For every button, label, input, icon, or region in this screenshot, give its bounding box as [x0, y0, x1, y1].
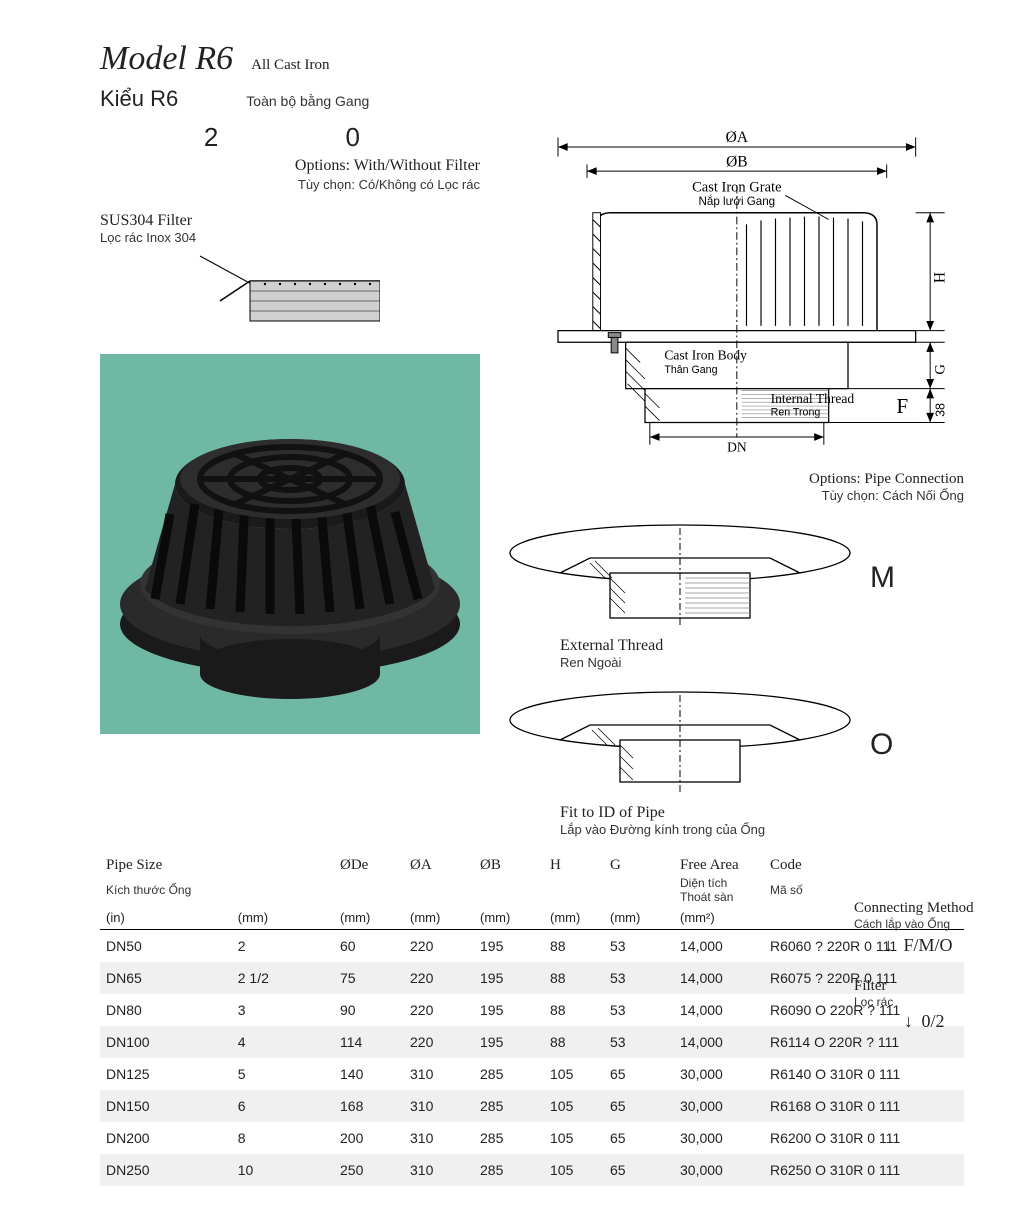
- external-thread-diagram: M External Thread Ren Ngoài: [500, 523, 964, 670]
- zero-two-label: 0/2: [922, 1011, 945, 1031]
- external-thread-caption-vn: Ren Ngoài: [560, 655, 964, 670]
- dim-f-label: F: [896, 394, 908, 418]
- sus-filter-block: SUS304 Filter Lọc rác Inox 304: [100, 212, 480, 336]
- thread-label: Internal Thread: [771, 391, 855, 406]
- arrow-down-icon: ↓: [884, 935, 893, 955]
- top-region: 2 0 Options: With/Without Filter Tùy chọ…: [100, 122, 964, 837]
- external-thread-caption: External Thread: [560, 637, 964, 655]
- dim-g-label: G: [933, 364, 949, 375]
- o-label: O: [870, 728, 893, 762]
- table-row: DN1004114220195885314,000R6114 O 220R ? …: [100, 1026, 964, 1058]
- dim-b-label: ØB: [726, 153, 747, 170]
- body-label-vn: Thân Gang: [664, 364, 717, 376]
- fmo-label: F/M/O: [904, 935, 953, 955]
- sus-filter-title-vn: Lọc rác Inox 304: [100, 230, 480, 245]
- side-annotations: Connecting Method Cách lắp vào Ống ↓ F/M…: [854, 900, 1024, 1032]
- filter-option-line: Options: With/Without Filter: [100, 157, 480, 175]
- thread-label-vn: Ren Trong: [771, 407, 821, 419]
- sus-filter-title: SUS304 Filter: [100, 212, 480, 230]
- product-photo: [100, 354, 480, 734]
- arrow-down-icon-2: ↓: [904, 1011, 913, 1031]
- table-row: DN80390220195885314,000R6090 O 220R ? 11…: [100, 994, 964, 1026]
- pipe-connection-option-vn: Tùy chọn: Cách Nối Ống: [500, 488, 964, 503]
- spec-table: Pipe SizeØDeØAØBHGFree AreaCode Kích thư…: [100, 855, 964, 1186]
- model-title: Model R6: [100, 40, 233, 78]
- model-title-vn: Kiểu R6: [100, 86, 178, 112]
- fit-id-caption: Fit to ID of Pipe: [560, 804, 964, 822]
- dim-dn-label: DN: [727, 440, 747, 455]
- table-row: DN50260220195885314,000R6060 ? 220R 0 11…: [100, 930, 964, 963]
- m-label: M: [870, 561, 895, 595]
- filter-side-label-vn: Lọc rác: [854, 995, 1024, 1009]
- dim-h-label: H: [932, 272, 949, 283]
- table-row: DN250102503102851056530,000R6250 O 310R …: [100, 1154, 964, 1186]
- sus-filter-diagram: [100, 251, 380, 331]
- model-subtitle: All Cast Iron: [251, 57, 329, 74]
- dim-a-label: ØA: [726, 129, 749, 146]
- fit-id-caption-vn: Lắp vào Đường kính trong của Ống: [560, 822, 964, 837]
- table-row: DN12551403102851056530,000R6140 O 310R 0…: [100, 1058, 964, 1090]
- pipe-connection-option: Options: Pipe Connection: [500, 471, 964, 488]
- model-subtitle-vn: Toàn bộ bằng Gang: [246, 93, 369, 109]
- main-section-diagram: ØA ØB Cast Iron Grate Nắp lưới Gang: [500, 122, 964, 462]
- table-row: DN15061683102851056530,000R6168 O 310R 0…: [100, 1090, 964, 1122]
- connecting-method-label: Connecting Method: [854, 900, 1024, 917]
- dim-38-label: 38: [934, 403, 948, 417]
- table-row: DN20082003102851056530,000R6200 O 310R 0…: [100, 1122, 964, 1154]
- table-row: DN652 1/275220195885314,000R6075 ? 220R …: [100, 962, 964, 994]
- filter-option-line-vn: Tùy chọn: Có/Không có Lọc rác: [100, 177, 480, 192]
- option-digits: 2 0: [100, 122, 420, 153]
- body-label: Cast Iron Body: [664, 348, 747, 363]
- header-block: Model R6 All Cast Iron Kiểu R6 Toàn bộ b…: [100, 40, 964, 112]
- connecting-method-label-vn: Cách lắp vào Ống: [854, 917, 1024, 931]
- right-column: ØA ØB Cast Iron Grate Nắp lưới Gang: [500, 122, 964, 837]
- left-column: 2 0 Options: With/Without Filter Tùy chọ…: [100, 122, 480, 837]
- fit-id-diagram: O Fit to ID of Pipe Lắp vào Đường kính t…: [500, 690, 964, 837]
- filter-side-label: Filter: [854, 978, 1024, 995]
